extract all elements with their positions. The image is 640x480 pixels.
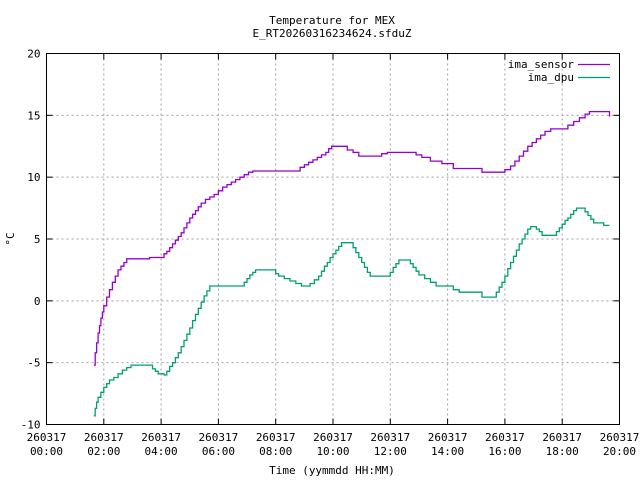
y-tick-label: 0 — [34, 295, 41, 308]
x-tick-label-time: 10:00 — [316, 445, 349, 458]
x-tick-label-time: 12:00 — [374, 445, 407, 458]
y-tick-label: 15 — [27, 109, 40, 122]
x-axis-label: Time (yymmdd HH:MM) — [269, 464, 395, 477]
series-line-ima-dpu — [93, 207, 610, 417]
x-tick-label-date: 260317 — [256, 431, 296, 444]
x-tick-label-date: 260317 — [542, 431, 582, 444]
x-tick-label-date: 260317 — [313, 431, 353, 444]
y-axis-label: °C — [4, 232, 17, 245]
x-tick-label-time: 08:00 — [259, 445, 292, 458]
series-line-ima-sensor — [93, 110, 611, 366]
x-tick-label-time: 16:00 — [488, 445, 521, 458]
y-tick-label: 10 — [27, 171, 40, 184]
legend-label-ima-dpu: ima_dpu — [528, 71, 574, 84]
x-tick-label-time: 04:00 — [145, 445, 178, 458]
x-tick-label-date: 260317 — [600, 431, 640, 444]
x-tick-label-time: 20:00 — [603, 445, 636, 458]
legend-label-ima-sensor: ima_sensor — [508, 58, 575, 71]
y-tick-label: 5 — [34, 233, 41, 246]
series-lines — [93, 110, 611, 417]
legend: ima_sensor ima_dpu — [508, 58, 610, 84]
chart-title: Temperature for MEX — [269, 14, 395, 27]
grid-lines — [46, 53, 620, 425]
y-tick-label: -5 — [27, 357, 40, 370]
x-tick-label-date: 260317 — [485, 431, 525, 444]
x-tick-label-time: 18:00 — [546, 445, 579, 458]
x-tick-label-date: 260317 — [141, 431, 181, 444]
axis-ticks: -10-50510152026031700:0026031702:0026031… — [21, 48, 640, 459]
x-tick-label-time: 02:00 — [87, 445, 120, 458]
x-tick-label-date: 260317 — [428, 431, 468, 444]
x-tick-label-time: 06:00 — [202, 445, 235, 458]
x-tick-label-date: 260317 — [84, 431, 124, 444]
x-tick-label-date: 260317 — [199, 431, 239, 444]
x-tick-label-time: 00:00 — [30, 445, 63, 458]
x-tick-label-date: 260317 — [370, 431, 410, 444]
y-tick-label: 20 — [27, 48, 40, 61]
y-tick-label: -10 — [21, 419, 41, 432]
x-tick-label-date: 260317 — [27, 431, 67, 444]
chart-subtitle: E_RT20260316234624.sfduZ — [253, 27, 412, 40]
x-tick-label-time: 14:00 — [431, 445, 464, 458]
